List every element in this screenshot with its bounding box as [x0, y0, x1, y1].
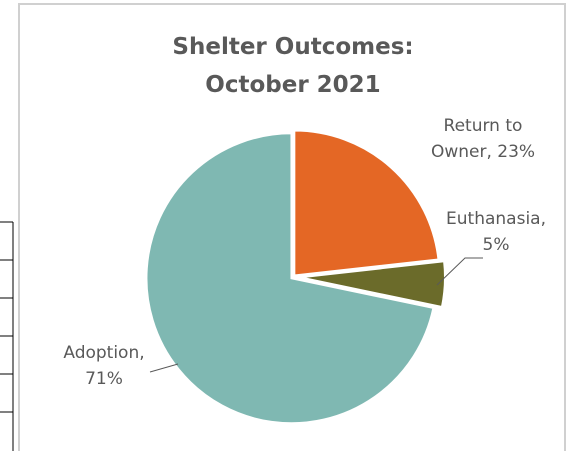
- leader-line: [436, 257, 483, 286]
- pie-slice: [145, 132, 435, 425]
- data-label: Return to Owner, 23%: [430, 116, 536, 162]
- data-label: Euthanasia, 5%: [446, 209, 546, 255]
- pie: [145, 129, 446, 425]
- data-label: Adoption, 71%: [63, 343, 145, 389]
- leader-line: [149, 363, 179, 373]
- chart-title: Shelter Outcomes: October 2021: [172, 34, 414, 98]
- pie-slice: [293, 129, 440, 277]
- sheet-lines: [0, 221, 14, 451]
- pie-slice: [299, 260, 446, 309]
